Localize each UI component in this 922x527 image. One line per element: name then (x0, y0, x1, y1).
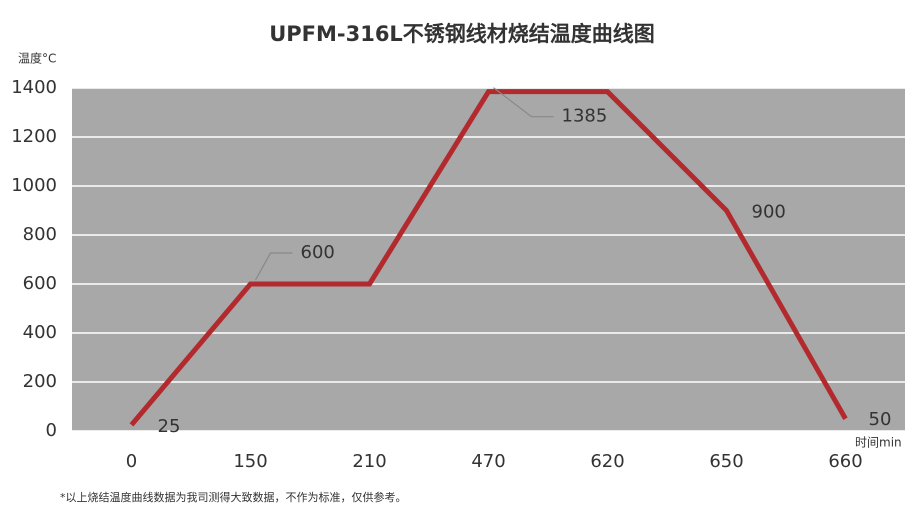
plot-area (72, 88, 905, 431)
y-axis-label: 温度°C (18, 51, 56, 66)
x-axis-label: 时间min (855, 436, 902, 450)
x-tick-label: 660 (828, 451, 862, 472)
y-tick-label: 400 (23, 322, 57, 343)
leader-line (254, 252, 293, 281)
y-tick-label: 600 (23, 273, 57, 294)
x-tick-label: 650 (709, 451, 743, 472)
x-tick-label: 0 (126, 451, 137, 472)
leader-line (493, 87, 554, 118)
footnote: *以上烧结温度曲线数据为我司测得大致数据，不作为标准，仅供参考。 (60, 490, 407, 504)
data-label: 600 (301, 242, 335, 263)
data-label: 1385 (562, 106, 608, 127)
y-tick-label: 200 (23, 371, 57, 392)
y-tick-label: 1200 (11, 126, 57, 147)
y-tick-label: 1000 (11, 175, 57, 196)
line (129, 89, 848, 427)
data-label: 25 (158, 416, 181, 437)
x-tick-label: 210 (352, 451, 386, 472)
x-tick-label: 150 (233, 451, 267, 472)
x-tick-label: 470 (471, 451, 505, 472)
y-tick-label: 0 (46, 420, 57, 441)
chart-title: UPFM-316L不锈钢线材烧结温度曲线图 (269, 22, 655, 46)
data-label: 50 (869, 409, 892, 430)
y-tick-label: 800 (23, 224, 57, 245)
data-label: 900 (752, 202, 786, 223)
y-tick-label: 1400 (11, 77, 57, 98)
x-tick-label: 620 (590, 451, 624, 472)
